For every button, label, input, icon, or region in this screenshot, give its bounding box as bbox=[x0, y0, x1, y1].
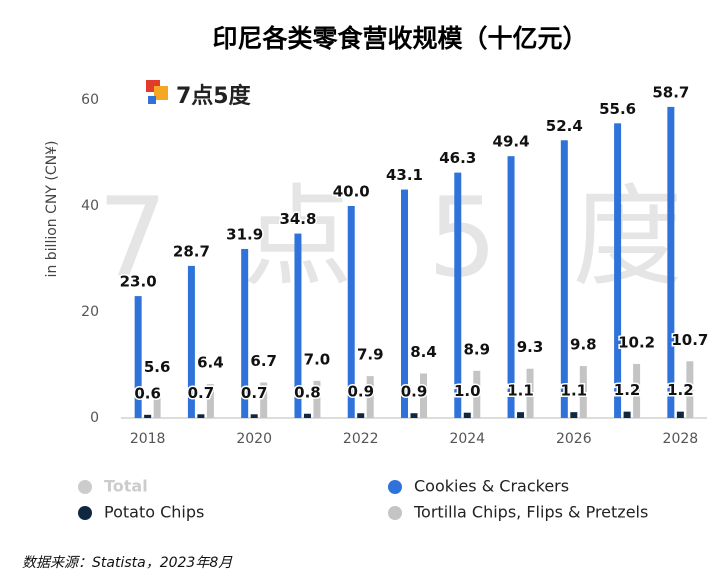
bar bbox=[420, 373, 427, 418]
y-axis-label: in billion CNY (CN¥) bbox=[44, 141, 60, 278]
value-label: 1.2 bbox=[614, 381, 641, 399]
value-label: 0.9 bbox=[401, 383, 428, 401]
bar bbox=[667, 106, 675, 418]
bar bbox=[241, 248, 249, 418]
y-tick-label: 0 bbox=[90, 410, 99, 426]
legend-label: Total bbox=[104, 477, 148, 496]
value-label: 0.8 bbox=[294, 383, 321, 401]
x-tick-label: 2028 bbox=[663, 431, 699, 447]
value-label: 9.8 bbox=[570, 336, 597, 354]
bar bbox=[153, 388, 161, 418]
y-tick-label: 60 bbox=[81, 92, 99, 108]
value-label: 6.4 bbox=[197, 354, 224, 372]
value-label: 10.7 bbox=[671, 331, 708, 349]
value-label: 43.1 bbox=[386, 166, 423, 184]
value-label: 31.9 bbox=[226, 225, 263, 243]
bar bbox=[614, 123, 622, 418]
x-tick-label: 2026 bbox=[556, 431, 592, 447]
source: 数据来源：Statista，2023年8月 bbox=[22, 555, 233, 571]
value-label: 0.7 bbox=[241, 384, 268, 402]
value-label: 9.3 bbox=[517, 338, 544, 356]
legend-label: Potato Chips bbox=[104, 503, 204, 522]
value-label: 55.6 bbox=[599, 100, 636, 118]
bar bbox=[357, 413, 365, 418]
value-label: 49.4 bbox=[493, 133, 530, 151]
bar bbox=[347, 206, 355, 418]
value-label: 5.6 bbox=[144, 358, 171, 376]
x-tick-label: 2024 bbox=[449, 431, 485, 447]
bar bbox=[676, 411, 684, 418]
value-label: 10.2 bbox=[618, 333, 655, 351]
legend-marker bbox=[388, 480, 402, 494]
value-label: 1.2 bbox=[667, 381, 694, 399]
bar bbox=[134, 296, 142, 418]
value-label: 8.9 bbox=[463, 340, 490, 358]
bar bbox=[303, 413, 311, 418]
logo-text: 7点5度 bbox=[176, 83, 252, 109]
bar bbox=[294, 233, 302, 418]
bar bbox=[313, 380, 321, 418]
value-label: 8.4 bbox=[410, 343, 437, 361]
bar bbox=[526, 368, 534, 418]
bar bbox=[463, 412, 471, 418]
value-label: 1.0 bbox=[454, 382, 481, 400]
value-label: 23.0 bbox=[120, 273, 157, 291]
value-label: 46.3 bbox=[439, 149, 476, 167]
bar bbox=[517, 412, 525, 418]
x-tick-label: 2018 bbox=[130, 431, 166, 447]
bar bbox=[206, 384, 214, 418]
value-label: 40.0 bbox=[333, 183, 370, 201]
value-label: 6.7 bbox=[250, 352, 277, 370]
bar bbox=[633, 363, 641, 418]
y-tick-label: 40 bbox=[81, 198, 99, 214]
x-tick-label: 2022 bbox=[343, 431, 379, 447]
value-label: 52.4 bbox=[546, 117, 583, 135]
value-label: 28.7 bbox=[173, 242, 210, 260]
bar bbox=[473, 370, 481, 418]
bar bbox=[623, 411, 631, 418]
bar bbox=[187, 265, 195, 418]
bar bbox=[560, 140, 568, 418]
bar bbox=[410, 413, 418, 418]
legend-marker bbox=[78, 506, 92, 520]
bar bbox=[507, 156, 515, 418]
value-label: 0.6 bbox=[134, 384, 161, 402]
bar bbox=[197, 414, 205, 418]
bar bbox=[260, 382, 268, 418]
logo-icon bbox=[146, 80, 168, 104]
legend-marker bbox=[388, 506, 402, 520]
bar bbox=[686, 361, 694, 418]
bar bbox=[570, 412, 578, 418]
bar bbox=[366, 376, 374, 418]
legend-marker bbox=[78, 480, 92, 494]
value-label: 0.7 bbox=[188, 384, 215, 402]
legend-label: Tortilla Chips, Flips & Pretzels bbox=[413, 503, 648, 522]
value-label: 0.9 bbox=[347, 383, 374, 401]
bar bbox=[401, 189, 408, 418]
watermark: 7 点 5 度 bbox=[98, 173, 703, 301]
x-tick-label: 2020 bbox=[236, 431, 272, 447]
legend-label: Cookies & Crackers bbox=[414, 477, 569, 496]
bar bbox=[250, 414, 258, 418]
value-label: 58.7 bbox=[652, 83, 689, 101]
value-label: 34.8 bbox=[279, 210, 316, 228]
chart-title: 印尼各类零食营收规模（十亿元） bbox=[212, 24, 587, 53]
y-tick-label: 20 bbox=[81, 304, 99, 320]
bar bbox=[144, 414, 152, 418]
value-label: 7.9 bbox=[357, 346, 384, 364]
value-label: 1.1 bbox=[561, 382, 588, 400]
bar bbox=[579, 366, 587, 418]
value-label: 7.0 bbox=[304, 350, 331, 368]
value-label: 1.1 bbox=[507, 382, 534, 400]
bar bbox=[454, 172, 462, 418]
